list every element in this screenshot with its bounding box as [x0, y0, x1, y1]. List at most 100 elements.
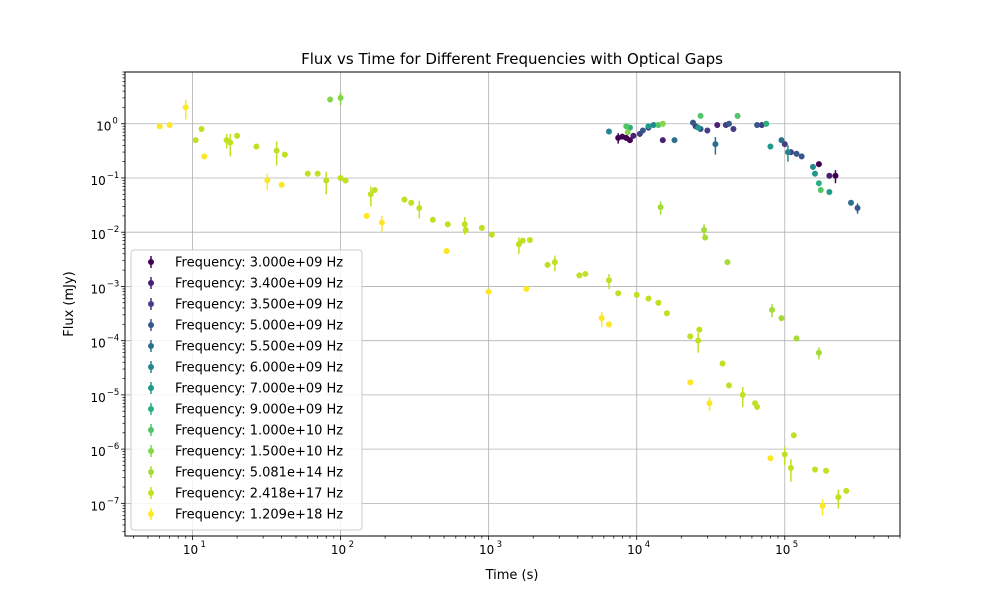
y-tick-label: 10 [96, 120, 111, 134]
legend-marker [148, 448, 154, 454]
data-point [819, 502, 826, 509]
legend-label: Frequency: 3.500e+09 Hz [175, 298, 343, 313]
y-tick-exponent: −6 [107, 442, 120, 452]
data-point [781, 451, 788, 458]
data-point [659, 120, 666, 127]
data-point [826, 172, 833, 179]
legend-marker [148, 490, 154, 496]
data-point [650, 121, 657, 128]
data-point [416, 204, 423, 211]
data-point [606, 128, 613, 135]
data-point [690, 119, 697, 126]
data-point [734, 112, 741, 119]
x-tick-exponent: 1 [201, 540, 206, 550]
data-point [706, 400, 713, 407]
data-point [823, 467, 830, 474]
x-axis-label: Time (s) [485, 568, 539, 583]
data-point [701, 226, 708, 233]
data-point [843, 487, 850, 494]
data-point [817, 187, 824, 194]
data-point [815, 349, 822, 356]
data-point [687, 333, 694, 340]
data-point [633, 291, 640, 298]
data-point [754, 403, 761, 410]
data-point [697, 112, 704, 119]
legend-marker [148, 364, 154, 370]
data-point [515, 241, 522, 248]
data-point [724, 259, 731, 266]
data-point [778, 137, 785, 144]
data-point [443, 248, 450, 255]
legend-label: Frequency: 3.000e+09 Hz [175, 256, 343, 271]
x-axis: 10 1 10 2 10 3 10 4 10 5 [133, 536, 901, 557]
y-tick-label: 10 [91, 282, 106, 296]
data-point [615, 290, 622, 297]
data-point [408, 199, 415, 206]
data-point [725, 382, 732, 389]
data-point [695, 124, 702, 131]
legend-marker [148, 322, 154, 328]
legend-label: Frequency: 5.500e+09 Hz [175, 340, 343, 355]
data-point [182, 104, 189, 111]
series-0 [615, 133, 839, 184]
data-point [363, 212, 370, 219]
data-point [730, 126, 737, 133]
data-point [687, 379, 694, 386]
data-point [630, 132, 637, 139]
legend-marker [148, 427, 154, 433]
data-point [478, 224, 485, 231]
series-3 [639, 119, 861, 214]
data-point [655, 299, 662, 306]
data-point [663, 310, 670, 317]
legend-box [130, 249, 363, 531]
series-10 [657, 201, 822, 360]
y-tick-exponent: −4 [107, 334, 120, 344]
data-point [544, 261, 551, 268]
legend-label: Frequency: 1.500e+10 Hz [175, 445, 343, 460]
data-point [462, 226, 469, 233]
y-tick-label: 10 [91, 445, 106, 459]
data-point [342, 177, 349, 184]
x-tick-label: 10 [331, 543, 346, 557]
series-7 [626, 120, 822, 187]
data-point [576, 272, 583, 279]
data-point [304, 170, 311, 177]
data-point [702, 234, 709, 241]
legend-marker [148, 280, 154, 286]
legend-label: Frequency: 6.000e+09 Hz [175, 361, 343, 376]
data-point [156, 123, 163, 130]
series-6 [645, 123, 833, 196]
data-point [645, 295, 652, 302]
chart-title: Flux vs Time for Different Frequencies w… [301, 50, 723, 68]
data-point [371, 187, 378, 194]
data-point [337, 94, 344, 101]
y-tick-label: 10 [91, 499, 106, 513]
data-point [657, 204, 664, 211]
data-point [598, 315, 605, 322]
data-point [624, 129, 631, 136]
data-point [784, 149, 791, 156]
legend: Frequency: 3.000e+09 Hz Frequency: 3.400e… [130, 249, 363, 531]
series-4 [671, 136, 854, 206]
data-point [323, 177, 330, 184]
data-point [769, 306, 776, 313]
data-point [281, 151, 288, 158]
series-12 [156, 99, 826, 516]
plot-area-frame [124, 71, 901, 537]
data-point [519, 237, 526, 244]
data-point [798, 153, 805, 160]
data-point [781, 141, 788, 148]
data-point [671, 137, 678, 144]
data-point [725, 120, 732, 127]
x-tick-label: 10 [627, 543, 642, 557]
data-point [712, 141, 719, 148]
data-point [793, 335, 800, 342]
data-point [485, 288, 492, 295]
data-point [695, 337, 702, 344]
data-point [606, 277, 613, 284]
y-tick-exponent: −2 [107, 225, 120, 235]
x-tick-exponent: 2 [349, 540, 354, 550]
data-point [201, 153, 208, 160]
